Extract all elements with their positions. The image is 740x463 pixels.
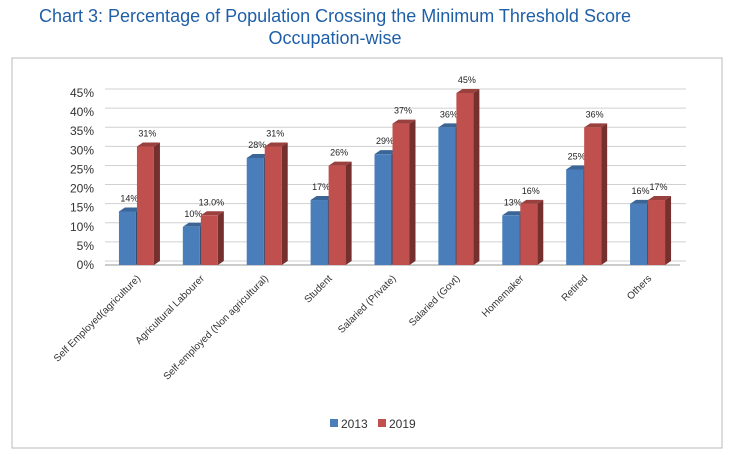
bar-top xyxy=(392,119,416,124)
bar-side xyxy=(473,89,480,265)
bar-top xyxy=(520,199,544,204)
value-label: 13% xyxy=(504,197,522,207)
y-tick-label: 0% xyxy=(77,258,95,272)
bar-top xyxy=(264,142,288,147)
bar xyxy=(502,215,520,265)
bar-top xyxy=(200,211,224,216)
bar-top xyxy=(374,150,398,155)
bar-side xyxy=(665,196,672,265)
x-tick-label: Salaried (Private) xyxy=(336,273,398,335)
bar xyxy=(328,165,346,265)
bar-top xyxy=(136,142,160,147)
bar-top xyxy=(456,89,480,93)
bar-top xyxy=(566,165,590,170)
value-label: 26% xyxy=(330,148,348,158)
value-label: 37% xyxy=(394,106,412,116)
legend-swatch xyxy=(378,419,386,427)
bar xyxy=(566,169,584,265)
bar-top xyxy=(246,153,270,158)
value-label: 10% xyxy=(184,209,202,219)
bar xyxy=(392,123,410,265)
y-tick-label: 30% xyxy=(70,143,94,157)
legend-label: 2019 xyxy=(389,417,416,431)
x-tick-label: Homemaker xyxy=(480,273,527,320)
bar-side xyxy=(281,142,288,265)
value-label: 17% xyxy=(312,182,330,192)
legend-label: 2013 xyxy=(341,417,368,431)
x-tick-label: Agricultural Labourer xyxy=(134,273,208,347)
x-tick-label: Retired xyxy=(560,273,591,304)
value-label: 13.0% xyxy=(199,197,225,207)
value-label: 14% xyxy=(120,193,138,203)
x-tick-label: Salaried (Govt) xyxy=(407,273,462,328)
bar xyxy=(118,211,136,265)
value-label: 36% xyxy=(586,109,604,119)
bar xyxy=(438,127,456,266)
x-tick-label: Self Employed(agriculture) xyxy=(52,273,143,364)
bar xyxy=(246,157,264,265)
y-tick-label: 10% xyxy=(70,220,94,234)
y-tick-label: 35% xyxy=(70,124,94,138)
bar-top xyxy=(328,161,352,166)
value-label: 36% xyxy=(440,109,458,119)
y-tick-label: 25% xyxy=(70,162,94,176)
value-label: 31% xyxy=(266,129,284,139)
y-tick-label: 15% xyxy=(70,201,94,215)
bar xyxy=(136,146,154,265)
bar xyxy=(584,127,602,266)
bar xyxy=(630,203,648,265)
bar xyxy=(182,226,200,265)
bar xyxy=(374,154,392,265)
y-tick-label: 40% xyxy=(70,105,94,119)
bar-top xyxy=(502,211,526,216)
bar xyxy=(264,146,282,265)
value-label: 16% xyxy=(632,186,650,196)
legend-swatch xyxy=(330,419,338,427)
chart-frame xyxy=(11,57,723,449)
bar-top xyxy=(310,196,334,201)
y-tick-label: 5% xyxy=(77,239,95,253)
chart-title: Chart 3: Percentage of Population Crossi… xyxy=(39,6,631,26)
bar xyxy=(200,215,218,265)
value-label: 17% xyxy=(650,182,668,192)
value-label: 31% xyxy=(138,129,156,139)
value-label: 45% xyxy=(458,75,476,85)
bar xyxy=(648,200,666,265)
chart-title: Occupation-wise xyxy=(268,28,401,48)
x-tick-label: Student xyxy=(303,273,335,305)
bar xyxy=(456,93,474,265)
bar-side xyxy=(345,161,352,265)
bar-top xyxy=(118,207,142,212)
bar-side xyxy=(409,119,416,265)
bar-top xyxy=(438,123,462,128)
x-tick-label: Others xyxy=(625,273,654,302)
bar-top xyxy=(584,123,608,128)
bar-top xyxy=(648,196,672,201)
bar-side xyxy=(153,142,160,265)
value-label: 28% xyxy=(248,140,266,150)
y-tick-label: 20% xyxy=(70,182,94,196)
y-tick-label: 45% xyxy=(70,86,94,100)
bar-side xyxy=(601,123,608,266)
value-label: 25% xyxy=(568,151,586,161)
bar-side xyxy=(537,199,544,265)
bar-top xyxy=(182,222,206,227)
x-tick-label: Self-employed (Non agricultural) xyxy=(162,273,271,382)
value-label: 16% xyxy=(522,186,540,196)
value-label: 29% xyxy=(376,136,394,146)
bar-side xyxy=(217,211,224,265)
bar xyxy=(310,200,328,265)
bar xyxy=(520,203,538,265)
bar-top xyxy=(630,199,654,204)
